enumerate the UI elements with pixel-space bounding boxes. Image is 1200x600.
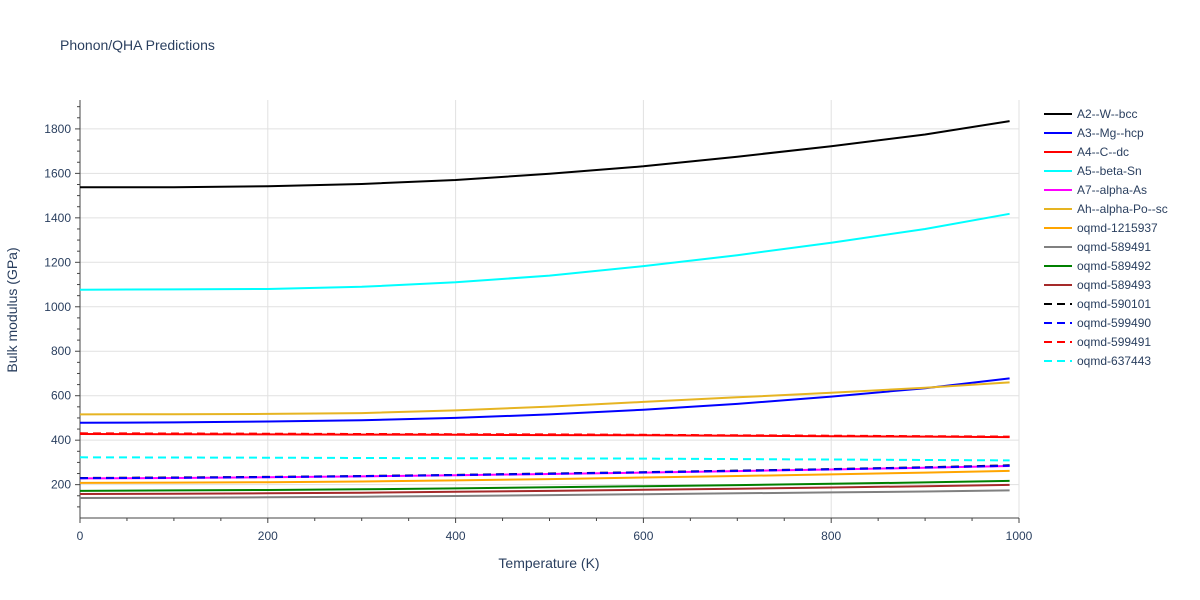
series-line-oqmd-599490 [79,464,1010,480]
legend-label: oqmd-637443 [1077,354,1151,368]
legend-label: Ah--alpha-Po--sc [1077,202,1168,216]
legend-label: oqmd-589492 [1077,259,1151,273]
y-tick-label: 1400 [44,211,71,225]
series-line-oqmd-1215937 [79,469,1010,484]
legend: A2--W--bcc A3--Mg--hcp A4--C--dc A5--beta-S… [1044,107,1168,368]
legend-label: A2--W--bcc [1077,107,1137,121]
x-tick-label: 600 [633,529,653,543]
axes: 0 200 400 600 800 1000 200 400 600 800 1000 1200 140… [44,100,1033,543]
legend-label: oqmd-1215937 [1077,221,1158,235]
legend-label: A3--Mg--hcp [1077,126,1144,140]
series-line-A7--alpha-As [79,465,1010,480]
series-line-oqmd-589493 [79,483,1010,495]
x-axis-title: Temperature (K) [498,555,599,571]
legend-label: A5--beta-Sn [1077,164,1142,178]
legend-label: oqmd-589493 [1077,278,1151,292]
y-tick-label: 800 [51,344,71,358]
series-line-oqmd-589492 [79,479,1010,492]
x-tick-label: 800 [821,529,841,543]
grid [80,100,1020,518]
series-line-oqmd-589491 [79,489,1010,499]
plot-area [79,120,1010,499]
y-tick-label: 400 [51,433,71,447]
chart-title: Phonon/QHA Predictions [60,37,215,53]
x-tick-label: 1000 [1006,529,1033,543]
series-line-A2--W--bcc [80,120,1010,189]
legend-label: oqmd-590101 [1077,297,1151,311]
x-tick-label: 0 [77,529,84,543]
series-line-oqmd-599491 [79,432,1010,438]
legend-label: oqmd-599491 [1077,335,1151,349]
legend-label: A4--C--dc [1077,145,1129,159]
series-line-oqmd-590101 [79,464,1010,479]
y-axis-title: Bulk modulus (GPa) [4,247,20,372]
y-tick-label: 1000 [44,300,71,314]
legend-label: oqmd-599490 [1077,316,1151,330]
x-tick-label: 200 [258,529,278,543]
y-tick-label: 1600 [44,166,71,180]
series-line-oqmd-637443 [79,456,1010,462]
y-tick-label: 600 [51,389,71,403]
y-tick-label: 200 [51,478,71,492]
x-tick-label: 400 [446,529,466,543]
series-line-Ah--alpha-Po--sc [79,381,1010,416]
y-tick-label: 1200 [44,255,71,269]
series-line-A5--beta-Sn [79,212,1010,291]
legend-label: A7--alpha-As [1077,183,1147,197]
series-line-A4--C--dc [79,433,1010,439]
y-tick-label: 1800 [44,122,71,136]
series-line-A3--Mg--hcp [79,377,1010,424]
legend-label: oqmd-589491 [1077,240,1151,254]
